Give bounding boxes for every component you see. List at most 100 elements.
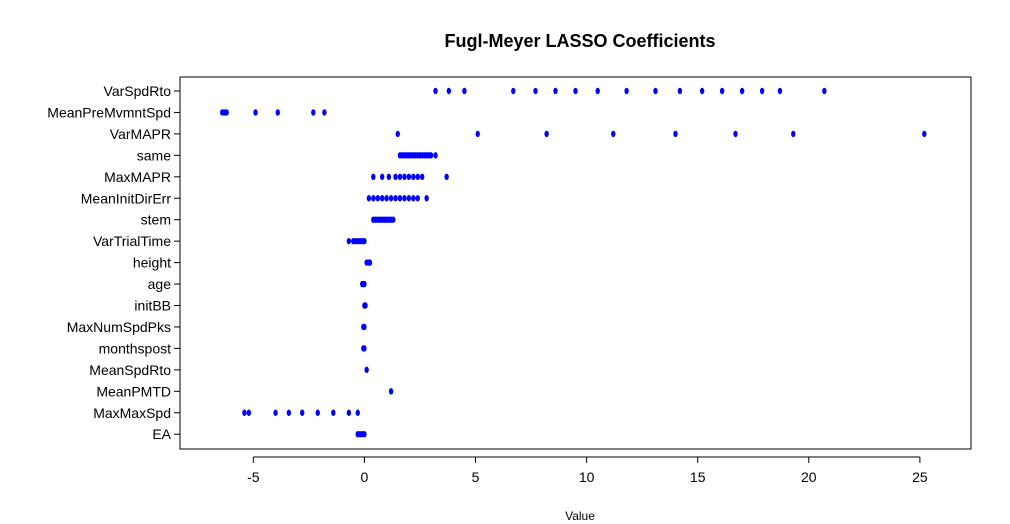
x-axis: -5 0 5 10 15 20 25 bbox=[247, 456, 928, 485]
data-point bbox=[433, 87, 438, 95]
data-point bbox=[242, 409, 247, 416]
data-point bbox=[346, 409, 352, 416]
y-tick-label: initBB bbox=[134, 298, 171, 314]
data-point bbox=[355, 409, 360, 416]
data-point bbox=[733, 130, 738, 138]
x-tick-label: -5 bbox=[247, 469, 260, 485]
y-tick-label: VarTrialTime bbox=[93, 233, 171, 249]
data-point bbox=[533, 87, 538, 95]
y-tick-label: height bbox=[133, 255, 171, 271]
data-point bbox=[411, 195, 416, 202]
data-point bbox=[364, 366, 369, 374]
data-point bbox=[391, 216, 396, 223]
data-point bbox=[446, 87, 452, 95]
data-point bbox=[673, 130, 678, 138]
data-point bbox=[286, 409, 292, 416]
data-point bbox=[363, 302, 368, 309]
data-point bbox=[759, 87, 765, 95]
data-point bbox=[395, 130, 400, 138]
data-point bbox=[406, 173, 412, 180]
data-point bbox=[393, 173, 398, 180]
y-tick-label: same bbox=[137, 147, 171, 163]
y-axis-labels: VarSpdRto MeanPreMvmntSpd VarMAPR same MaxMA… bbox=[47, 83, 171, 442]
x-tick-label: 25 bbox=[912, 469, 928, 485]
data-point bbox=[611, 130, 616, 138]
data-point bbox=[253, 109, 258, 116]
data-point bbox=[544, 130, 549, 138]
data-point bbox=[388, 195, 394, 202]
data-point bbox=[275, 109, 280, 116]
data-point bbox=[393, 195, 398, 202]
data-point bbox=[677, 87, 683, 95]
y-tick-label: VarMAPR bbox=[110, 126, 171, 142]
y-tick-label: VarSpdRto bbox=[104, 83, 172, 99]
plot-frame bbox=[179, 76, 972, 450]
data-point bbox=[739, 87, 745, 95]
data-point bbox=[415, 195, 420, 202]
data-point bbox=[424, 195, 429, 202]
data-point bbox=[719, 87, 725, 95]
y-tick-label: stem bbox=[141, 212, 171, 228]
data-point bbox=[371, 173, 376, 180]
data-point bbox=[397, 195, 403, 202]
y-tick-label: MeanPreMvmntSpd bbox=[47, 104, 171, 120]
data-point bbox=[433, 152, 438, 159]
data-point bbox=[379, 195, 385, 202]
y-tick-label: MeanInitDirErr bbox=[81, 190, 172, 206]
data-point bbox=[362, 280, 367, 288]
x-tick-label: 0 bbox=[361, 469, 369, 485]
y-tick-label: age bbox=[148, 276, 172, 292]
data-point bbox=[367, 259, 373, 266]
data-point bbox=[388, 388, 394, 395]
data-point bbox=[315, 409, 320, 416]
data-point bbox=[475, 130, 480, 138]
data-point bbox=[362, 431, 367, 438]
data-point bbox=[246, 409, 252, 416]
data-point bbox=[402, 195, 407, 202]
data-point bbox=[397, 173, 403, 180]
x-axis-label: Value bbox=[565, 509, 595, 523]
data-point bbox=[362, 237, 367, 245]
data-point bbox=[406, 195, 412, 202]
data-point bbox=[822, 87, 827, 95]
y-tick-label: MaxMaxSpd bbox=[93, 405, 171, 421]
data-point bbox=[777, 87, 783, 95]
data-point bbox=[224, 109, 229, 116]
data-point bbox=[384, 195, 389, 202]
y-tick-label: MeanPMTD bbox=[96, 383, 171, 399]
data-point bbox=[511, 87, 516, 95]
data-point bbox=[402, 173, 407, 180]
data-points bbox=[220, 87, 927, 438]
data-point bbox=[462, 87, 467, 95]
data-point bbox=[331, 409, 336, 416]
data-point bbox=[791, 130, 796, 138]
data-point bbox=[362, 323, 367, 331]
data-point bbox=[375, 195, 380, 202]
data-point bbox=[444, 173, 449, 180]
data-point bbox=[362, 345, 367, 352]
data-point bbox=[922, 130, 927, 138]
y-tick-label: MaxNumSpdPks bbox=[67, 319, 171, 335]
data-point bbox=[699, 87, 705, 95]
data-point bbox=[300, 409, 305, 416]
y-axis-ticks bbox=[174, 90, 180, 435]
data-point bbox=[273, 409, 278, 416]
data-point bbox=[366, 195, 372, 202]
x-tick-label: 5 bbox=[472, 469, 480, 485]
data-point bbox=[311, 109, 316, 116]
y-tick-label: EA bbox=[152, 426, 171, 442]
x-tick-label: 10 bbox=[579, 469, 595, 485]
data-point bbox=[553, 87, 558, 95]
data-point bbox=[411, 173, 416, 180]
data-point bbox=[653, 87, 658, 95]
x-tick-label: 15 bbox=[690, 469, 706, 485]
x-tick-label: 20 bbox=[801, 469, 817, 485]
data-point bbox=[573, 87, 578, 95]
data-point bbox=[415, 173, 420, 180]
y-tick-label: monthspost bbox=[99, 340, 171, 356]
data-point bbox=[386, 173, 392, 180]
data-point bbox=[346, 237, 352, 245]
data-point bbox=[379, 173, 385, 180]
data-point bbox=[428, 152, 434, 159]
